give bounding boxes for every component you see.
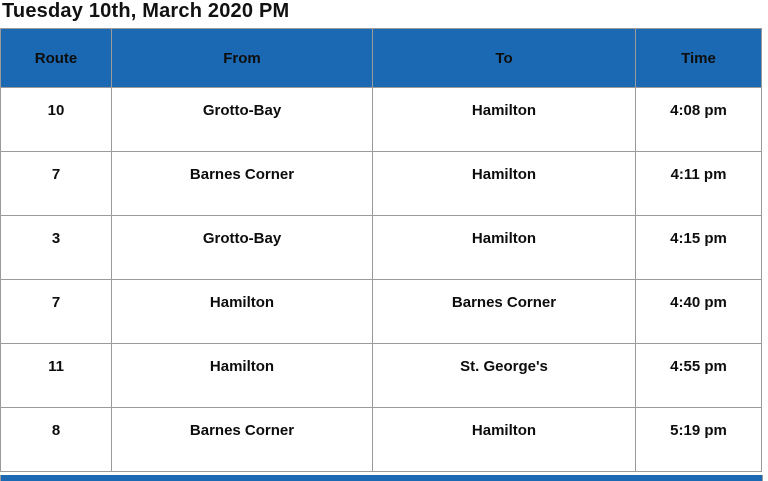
column-header-to: To bbox=[372, 28, 636, 88]
cell-time: 4:55 pm bbox=[635, 343, 762, 408]
cell-route: 7 bbox=[0, 279, 112, 344]
cell-time: 4:40 pm bbox=[635, 279, 762, 344]
cell-time: 5:19 pm bbox=[635, 407, 762, 472]
cell-to: St. George's bbox=[372, 343, 636, 408]
column-header-from: From bbox=[111, 28, 373, 88]
cell-to: Hamilton bbox=[372, 87, 636, 152]
table-row: 11 Hamilton St. George's 4:55 pm bbox=[0, 343, 762, 408]
cell-to: Hamilton bbox=[372, 407, 636, 472]
cell-route: 3 bbox=[0, 215, 112, 280]
table-row: 3 Grotto-Bay Hamilton 4:15 pm bbox=[0, 215, 762, 280]
table-header: Route From To Time bbox=[0, 28, 762, 88]
table-row: 10 Grotto-Bay Hamilton 4:08 pm bbox=[0, 87, 762, 152]
cell-route: 11 bbox=[0, 343, 112, 408]
cell-to: Hamilton bbox=[372, 151, 636, 216]
cell-from: Barnes Corner bbox=[111, 407, 373, 472]
cell-from: Hamilton bbox=[111, 279, 373, 344]
cell-time: 4:15 pm bbox=[635, 215, 762, 280]
header-row: Route From To Time bbox=[0, 28, 762, 88]
cell-to: Hamilton bbox=[372, 215, 636, 280]
cell-to: Barnes Corner bbox=[372, 279, 636, 344]
cell-from: Grotto-Bay bbox=[111, 215, 373, 280]
table-row: 8 Barnes Corner Hamilton 5:19 pm bbox=[0, 407, 762, 472]
cell-from: Hamilton bbox=[111, 343, 373, 408]
cell-from: Barnes Corner bbox=[111, 151, 373, 216]
column-header-route: Route bbox=[0, 28, 112, 88]
cell-time: 4:08 pm bbox=[635, 87, 762, 152]
table-body: 10 Grotto-Bay Hamilton 4:08 pm 7 Barnes Corne… bbox=[0, 87, 762, 472]
next-table-header-partial bbox=[0, 475, 763, 481]
cell-route: 7 bbox=[0, 151, 112, 216]
cell-from: Grotto-Bay bbox=[111, 87, 373, 152]
schedule-table: Route From To Time 10 Grotto-Bay Hamilton 4:08… bbox=[0, 28, 762, 472]
cell-route: 8 bbox=[0, 407, 112, 472]
cell-route: 10 bbox=[0, 87, 112, 152]
page-title: Tuesday 10th, March 2020 PM bbox=[2, 0, 290, 22]
table-row: 7 Hamilton Barnes Corner 4:40 pm bbox=[0, 279, 762, 344]
cell-time: 4:11 pm bbox=[635, 151, 762, 216]
table-row: 7 Barnes Corner Hamilton 4:11 pm bbox=[0, 151, 762, 216]
column-header-time: Time bbox=[635, 28, 762, 88]
